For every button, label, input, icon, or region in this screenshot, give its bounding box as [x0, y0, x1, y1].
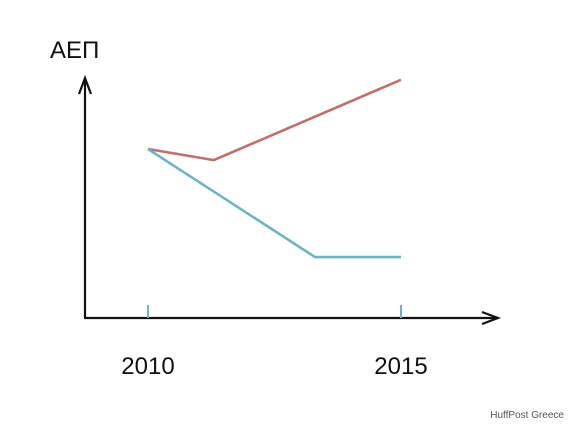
- x-axis-arrowhead: [481, 310, 502, 326]
- series-line-2: [147, 147, 401, 259]
- x-tick-label: 2010: [121, 353, 174, 380]
- axes: [77, 74, 502, 326]
- series-group: [147, 78, 402, 259]
- series-line-1: [147, 78, 402, 162]
- x-tick-label: 2015: [374, 353, 427, 380]
- ticks: 2010 2015: [121, 305, 428, 380]
- credit-text: HuffPost Greece: [490, 410, 564, 421]
- y-axis-arrowhead: [77, 74, 93, 95]
- y-axis-label: ΑΕΠ: [50, 37, 99, 64]
